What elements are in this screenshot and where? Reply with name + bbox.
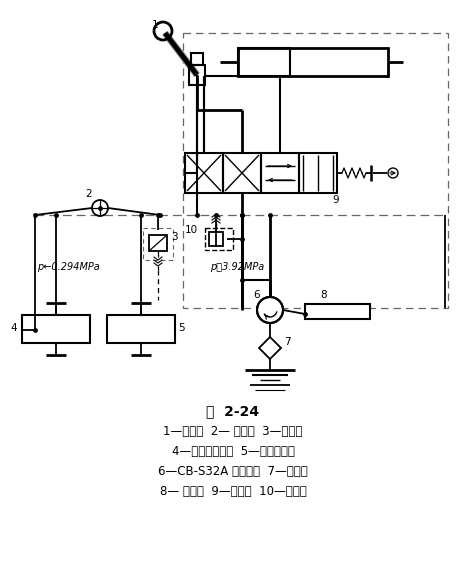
Text: 图  2-24: 图 2-24	[206, 404, 260, 418]
Text: p＝3.92MPa: p＝3.92MPa	[210, 262, 264, 272]
Text: 7: 7	[284, 337, 290, 347]
Bar	[22, 315, 90, 343]
Text: 2: 2	[85, 189, 92, 199]
Text: 6: 6	[253, 290, 260, 300]
Text: 1—操纵叉  2— 散热器  3—安全阀: 1—操纵叉 2— 散热器 3—安全阀	[163, 425, 303, 438]
Text: 6—CB-S32A 齿轮油泵  7—滤油器: 6—CB-S32A 齿轮油泵 7—滤油器	[158, 465, 308, 478]
Bar	[223, 153, 261, 193]
Bar	[261, 153, 299, 193]
Text: 8— 分动筱  9—助力阀  10—安全阀: 8— 分动筱 9—助力阀 10—安全阀	[160, 485, 306, 498]
Text: 8: 8	[320, 290, 326, 300]
Text: 4—润滑主离合器  5—润滑分动筱: 4—润滑主离合器 5—润滑分动筱	[171, 445, 294, 458]
Bar	[191, 53, 203, 65]
Bar	[185, 153, 223, 193]
Bar	[238, 48, 290, 76]
Text: 1: 1	[152, 20, 159, 30]
Circle shape	[257, 297, 283, 323]
Bar	[143, 228, 173, 260]
Bar	[189, 65, 205, 85]
Bar	[209, 232, 223, 246]
Bar	[299, 153, 337, 193]
Text: 10: 10	[185, 225, 198, 235]
Text: 9: 9	[332, 195, 339, 205]
Text: p←0.294MPa: p←0.294MPa	[37, 262, 100, 272]
Bar	[183, 33, 448, 308]
Text: 3: 3	[171, 232, 177, 242]
Bar	[205, 228, 233, 250]
Bar	[149, 235, 167, 251]
Bar	[107, 315, 175, 343]
Bar	[305, 304, 370, 319]
Bar	[238, 48, 388, 76]
Text: 5: 5	[178, 323, 184, 333]
Text: 4: 4	[10, 323, 17, 333]
